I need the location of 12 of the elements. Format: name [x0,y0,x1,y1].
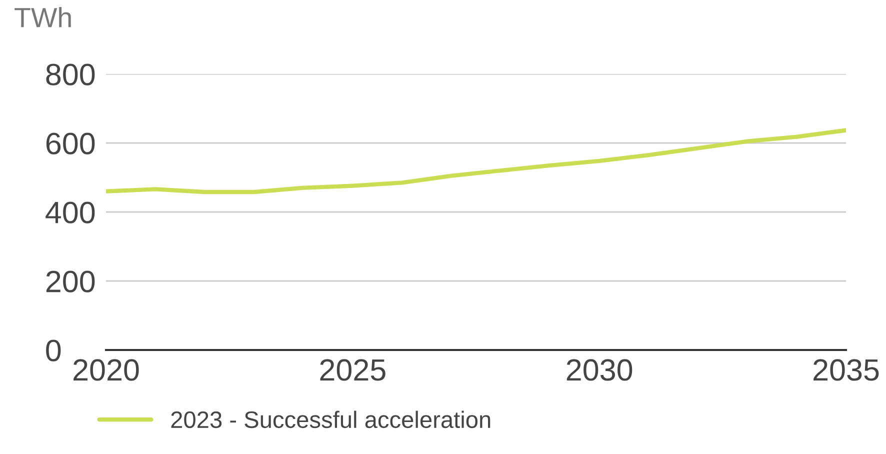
x-tick-label: 2025 [320,359,386,381]
y-tick-label: 800 [46,64,95,86]
y-tick-label: 600 [46,132,95,154]
y-axis-title: TWh [14,7,71,28]
x-tick-label: 2020 [74,359,139,381]
x-tick-label: 2030 [566,359,632,381]
y-tick-label: 0 [46,340,61,362]
y-tick-label: 400 [46,202,95,224]
legend-label: 2023 - Successful acceleration [171,410,490,428]
line-series [106,128,846,194]
x-tick-label: 2035 [814,359,879,381]
y-tick-label: 200 [46,270,95,292]
